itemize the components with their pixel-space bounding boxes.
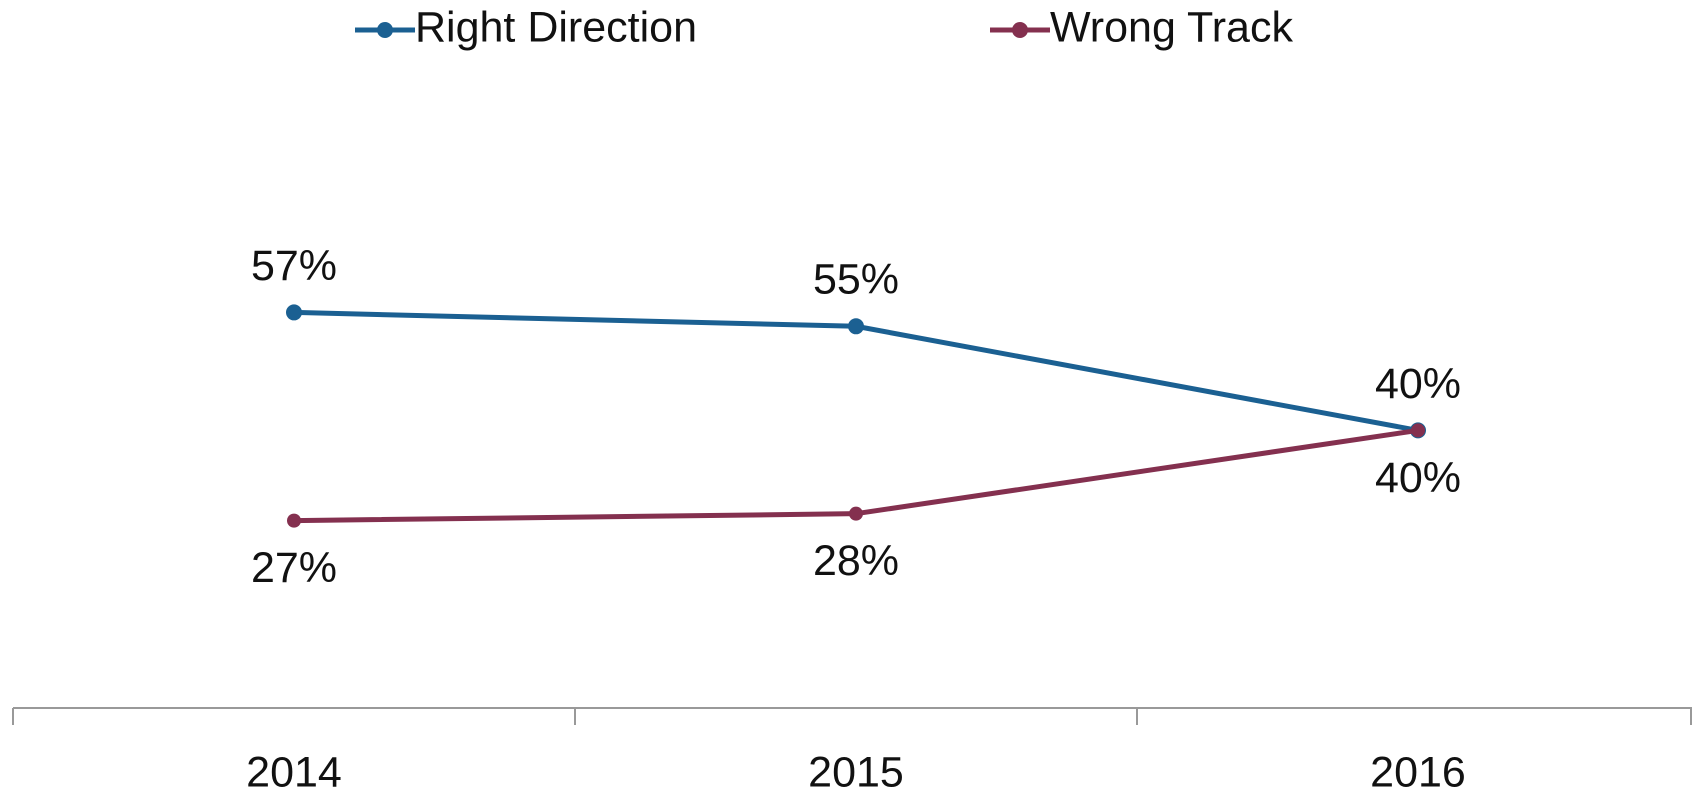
data-label: 55% <box>813 256 899 304</box>
point <box>849 506 863 521</box>
legend-marker <box>1012 22 1028 38</box>
point <box>1411 423 1425 438</box>
point <box>287 513 301 528</box>
data-label: 40% <box>1375 454 1461 502</box>
point <box>286 304 302 321</box>
point <box>848 318 864 335</box>
legend-label: Right Direction <box>415 3 697 51</box>
x-tick-label: 2015 <box>808 748 904 796</box>
data-label: 57% <box>251 242 337 290</box>
legend-label: Wrong Track <box>1050 3 1293 51</box>
legend-marker <box>377 22 393 38</box>
data-label: 28% <box>813 537 899 585</box>
data-label: 27% <box>251 544 337 592</box>
x-tick-label: 2014 <box>246 748 342 796</box>
x-tick-label: 2016 <box>1370 748 1466 796</box>
data-label: 40% <box>1375 360 1461 408</box>
